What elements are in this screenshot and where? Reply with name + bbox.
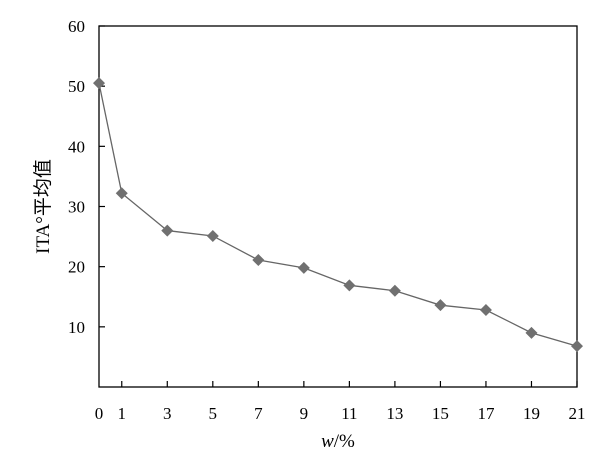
y-tick-label-40: 40	[68, 137, 85, 156]
y-tick-label-60: 60	[68, 17, 85, 36]
x-axis-title-var: w	[321, 431, 334, 452]
data-point-15	[434, 299, 447, 312]
data-point-21	[571, 340, 583, 353]
y-axis-title: ITA°平均值	[32, 159, 54, 254]
data-point-19	[525, 326, 538, 339]
data-point-0	[93, 77, 105, 90]
x-tick-label-19: 19	[523, 404, 540, 423]
x-tick-label-0: 0	[95, 404, 104, 423]
x-axis-title-unit: /%	[334, 431, 355, 452]
series-layer	[93, 77, 583, 353]
series-0-line	[98, 83, 578, 347]
y-tick-label-50: 50	[68, 77, 85, 96]
data-point-11	[343, 279, 356, 292]
plot-frame	[98, 25, 578, 388]
y-tick-label-30: 30	[68, 198, 85, 217]
x-axis-title: w/%	[321, 431, 355, 452]
y-axis-tick-labels: 10 20 30 40 50 60	[68, 17, 85, 337]
x-tick-label-15: 15	[432, 404, 449, 423]
x-tick-label-21: 21	[569, 404, 586, 423]
data-point-7	[252, 254, 265, 267]
data-point-5	[206, 229, 219, 242]
data-point-13	[388, 284, 401, 297]
x-tick-label-1: 1	[118, 404, 127, 423]
y-axis-ticks	[99, 25, 105, 328]
data-point-17	[479, 303, 492, 316]
data-point-9	[297, 261, 310, 274]
x-tick-label-9: 9	[300, 404, 309, 423]
x-tick-label-17: 17	[477, 404, 495, 423]
data-point-1	[115, 187, 128, 200]
x-axis-ticks	[121, 381, 578, 387]
y-tick-label-20: 20	[68, 258, 85, 277]
data-point-3	[161, 224, 174, 237]
x-tick-label-11: 11	[341, 404, 357, 423]
x-axis-tick-labels: 0 1 3 5 7 9 11 13 15 17 19 21	[95, 404, 586, 423]
x-tick-label-3: 3	[163, 404, 172, 423]
y-tick-label-10: 10	[68, 318, 85, 337]
x-tick-label-7: 7	[254, 404, 263, 423]
x-tick-label-5: 5	[209, 404, 218, 423]
x-tick-label-13: 13	[386, 404, 403, 423]
